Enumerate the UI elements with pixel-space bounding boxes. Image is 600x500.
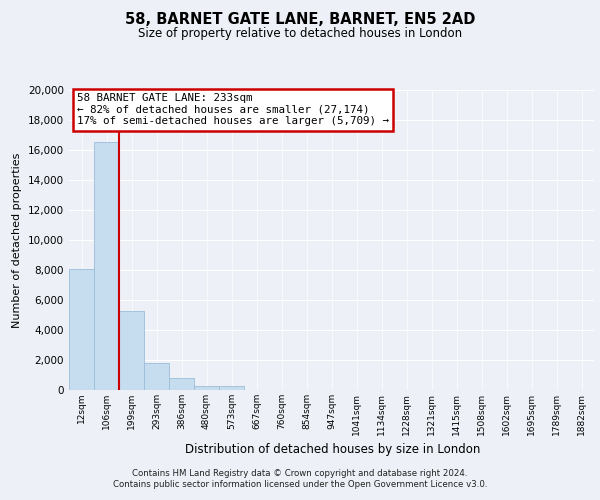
Bar xyxy=(94,142,119,390)
Text: Size of property relative to detached houses in London: Size of property relative to detached ho… xyxy=(138,28,462,40)
Bar xyxy=(169,378,194,390)
Text: 58, BARNET GATE LANE, BARNET, EN5 2AD: 58, BARNET GATE LANE, BARNET, EN5 2AD xyxy=(125,12,475,28)
Bar xyxy=(119,310,144,390)
Text: 58 BARNET GATE LANE: 233sqm
← 82% of detached houses are smaller (27,174)
17% of: 58 BARNET GATE LANE: 233sqm ← 82% of det… xyxy=(77,93,389,126)
Text: Contains HM Land Registry data © Crown copyright and database right 2024.: Contains HM Land Registry data © Crown c… xyxy=(132,468,468,477)
Bar xyxy=(219,386,244,390)
Bar xyxy=(69,268,94,390)
Bar xyxy=(194,386,219,390)
Y-axis label: Number of detached properties: Number of detached properties xyxy=(13,152,22,328)
Text: Contains public sector information licensed under the Open Government Licence v3: Contains public sector information licen… xyxy=(113,480,487,489)
Bar xyxy=(144,363,169,390)
Text: Distribution of detached houses by size in London: Distribution of detached houses by size … xyxy=(185,442,481,456)
